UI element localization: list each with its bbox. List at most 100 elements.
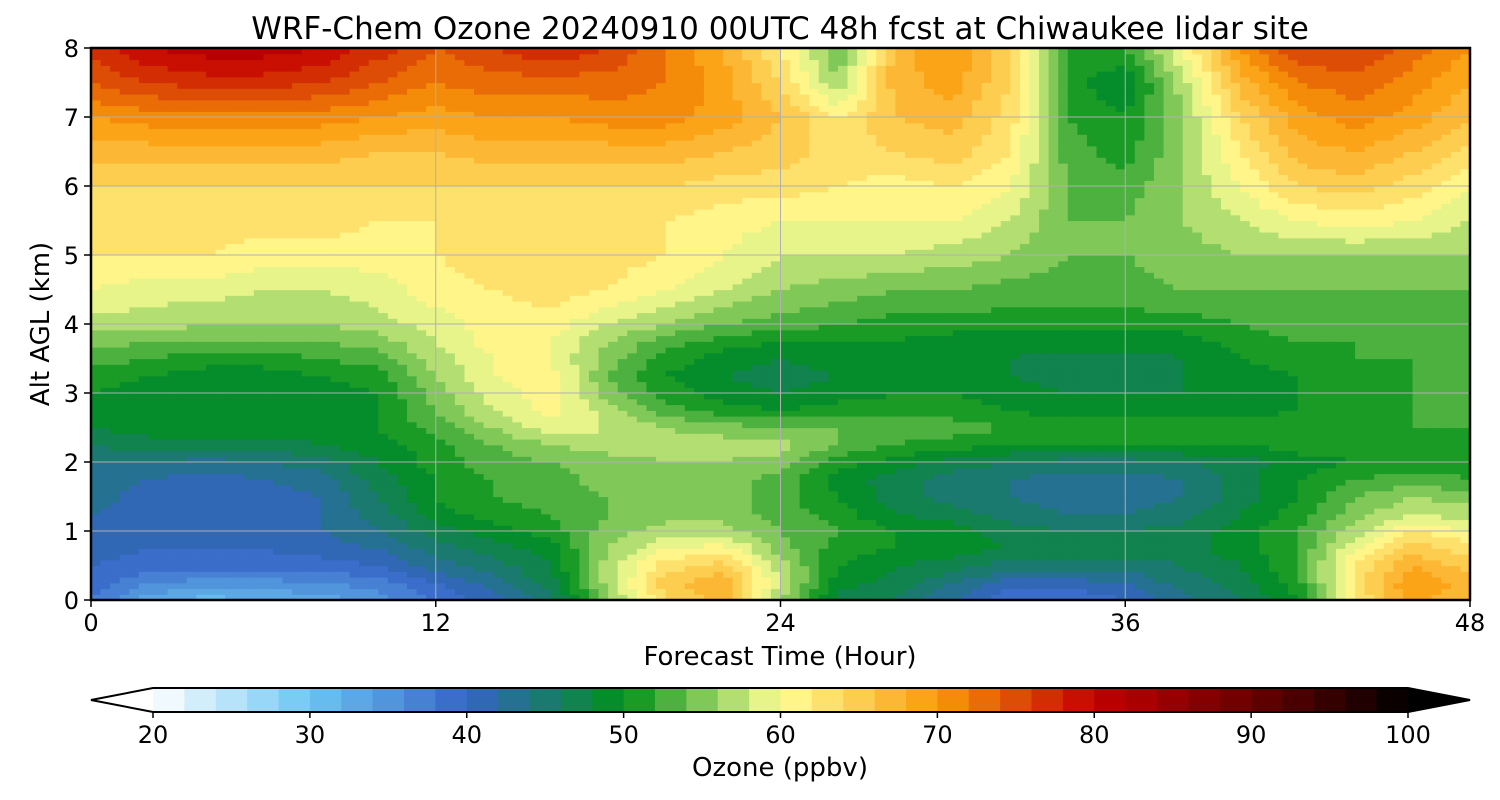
heatmap-cell <box>531 559 542 567</box>
heatmap-cell <box>349 53 360 61</box>
heatmap-cell <box>225 519 236 526</box>
heatmap-cell <box>474 381 485 388</box>
heatmap-cell <box>502 577 513 584</box>
heatmap-cell <box>588 588 600 595</box>
heatmap-cell <box>368 272 379 279</box>
heatmap-cell <box>502 301 513 308</box>
heatmap-cell <box>445 358 456 365</box>
heatmap-cell <box>339 341 351 348</box>
heatmap-cell <box>244 571 255 578</box>
heatmap-cell <box>521 151 533 158</box>
heatmap-cell <box>177 209 188 216</box>
heatmap-cell <box>110 71 121 78</box>
heatmap-cell <box>91 99 102 107</box>
heatmap-cell <box>359 59 370 66</box>
heatmap-cell <box>91 59 102 66</box>
heatmap-cell <box>378 548 389 555</box>
heatmap-cell <box>292 122 303 130</box>
heatmap-cell <box>359 525 370 532</box>
heatmap-cell <box>339 243 351 250</box>
heatmap-cell <box>158 571 169 578</box>
heatmap-cell <box>330 433 341 440</box>
heatmap-cell <box>196 456 207 463</box>
heatmap-cell <box>225 99 236 107</box>
heatmap-cell <box>311 427 322 434</box>
heatmap-cell <box>320 272 332 279</box>
heatmap-cell <box>292 410 303 417</box>
heatmap-cell <box>387 151 399 158</box>
heatmap-cell <box>158 508 169 515</box>
heatmap-cell <box>474 226 485 233</box>
heatmap-cell <box>474 421 485 429</box>
heatmap-cell <box>167 427 178 434</box>
heatmap-cell <box>483 306 494 314</box>
heatmap-cell <box>205 278 217 285</box>
heatmap-cell <box>541 531 552 538</box>
heatmap-cell <box>474 145 485 153</box>
heatmap-cell <box>502 358 513 365</box>
heatmap-cell <box>474 174 485 181</box>
heatmap-cell <box>579 531 590 538</box>
heatmap-cell <box>148 289 159 296</box>
heatmap-cell <box>368 588 379 595</box>
heatmap-cell <box>426 427 437 434</box>
heatmap-cell <box>493 502 504 509</box>
heatmap-cell <box>349 559 360 567</box>
heatmap-cell <box>531 266 542 273</box>
heatmap-cell <box>512 341 523 348</box>
heatmap-cell <box>100 335 111 342</box>
heatmap-cell <box>263 65 274 72</box>
heatmap-cell <box>282 571 293 578</box>
heatmap-cell <box>205 71 217 78</box>
heatmap-cell <box>282 513 293 521</box>
heatmap-cell <box>435 433 446 440</box>
heatmap-cell <box>349 490 360 498</box>
heatmap-cell <box>493 358 504 365</box>
heatmap-cell <box>330 404 341 411</box>
heatmap-cell <box>407 174 418 181</box>
heatmap-cell <box>311 232 322 239</box>
heatmap-cell <box>474 393 485 400</box>
heatmap-cell <box>483 168 494 176</box>
heatmap-cell <box>521 243 533 250</box>
heatmap-cell <box>215 594 226 600</box>
heatmap-cell <box>292 157 303 164</box>
heatmap-cell <box>234 260 245 268</box>
heatmap-cell <box>560 439 571 446</box>
heatmap-cell <box>368 473 379 480</box>
heatmap-cell <box>330 76 341 84</box>
heatmap-cell <box>330 398 341 406</box>
heatmap-cell <box>474 594 485 600</box>
heatmap-cell <box>426 255 437 262</box>
heatmap-cell <box>407 53 418 61</box>
heatmap-cell <box>320 525 332 532</box>
heatmap-cell <box>196 473 207 480</box>
heatmap-cell <box>186 105 197 112</box>
heatmap-cell <box>167 180 178 187</box>
heatmap-cell <box>119 404 130 411</box>
heatmap-cell <box>244 174 255 181</box>
heatmap-cell <box>196 226 207 233</box>
heatmap-cell <box>196 220 207 227</box>
heatmap-cell <box>445 59 456 66</box>
heatmap-cell <box>225 203 236 210</box>
heatmap-cell <box>330 352 341 360</box>
heatmap-cell <box>579 444 590 452</box>
heatmap-cell <box>91 243 102 250</box>
heatmap-cell <box>272 456 284 463</box>
heatmap-cell <box>205 398 217 406</box>
heatmap-cell <box>521 519 533 526</box>
heatmap-cell <box>454 531 466 538</box>
heatmap-cell <box>272 393 284 400</box>
heatmap-cell <box>301 324 312 331</box>
heatmap-cell <box>378 174 389 181</box>
heatmap-cell <box>148 341 159 348</box>
heatmap-cell <box>349 59 360 66</box>
heatmap-cell <box>205 128 217 135</box>
heatmap-cell <box>311 82 322 89</box>
heatmap-cell <box>454 163 466 170</box>
heatmap-cell <box>292 318 303 325</box>
heatmap-cell <box>474 180 485 187</box>
heatmap-cell <box>311 559 322 567</box>
heatmap-cell <box>292 174 303 181</box>
